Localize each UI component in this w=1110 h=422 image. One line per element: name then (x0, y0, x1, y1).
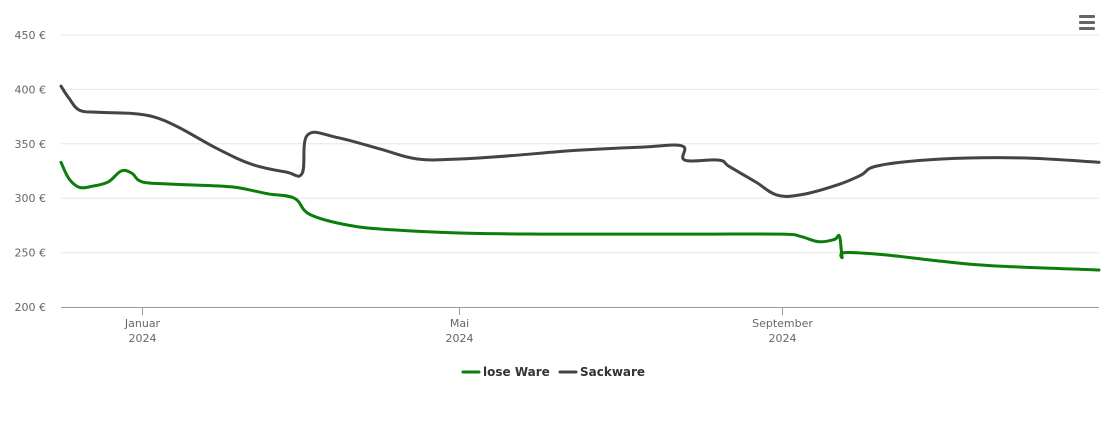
y-tick-label-250: 250 € (15, 247, 47, 260)
x-tick-label-year-0: 2024 (129, 332, 157, 345)
x-tick-label-month-2: September (752, 317, 813, 330)
series-lines (59, 84, 1101, 272)
y-tick-label-450: 450 € (15, 29, 47, 42)
y-tick-label-300: 300 € (15, 192, 47, 205)
legend-label-1: Sackware (580, 365, 645, 379)
y-tick-label-400: 400 € (15, 83, 47, 96)
legend[interactable]: lose Ware Sackware (461, 365, 645, 379)
hamburger-icon-bar (1079, 20, 1095, 24)
hamburger-icon-bar (1079, 26, 1095, 30)
legend-label-0: lose Ware (483, 365, 550, 379)
hamburger-icon-bar (1079, 14, 1095, 18)
chart-menu-button[interactable] (1072, 8, 1102, 36)
x-tick-label-month-0: Januar (124, 317, 161, 330)
series-line-1[interactable] (59, 84, 1101, 198)
legend-item-1[interactable]: Sackware (558, 365, 645, 379)
x-tick-label-year-1: 2024 (446, 332, 474, 345)
y-axis-labels: 200 € 250 € 300 € 350 € 400 € 450 € (15, 29, 47, 314)
series-line-0[interactable] (59, 160, 1101, 272)
x-tick-label-month-1: Mai (450, 317, 469, 330)
grid-lines (61, 34, 1099, 254)
x-tick-label-year-2: 2024 (769, 332, 797, 345)
legend-item-0[interactable]: lose Ware (461, 365, 550, 379)
y-tick-label-200: 200 € (15, 301, 47, 314)
y-tick-label-350: 350 € (15, 138, 47, 151)
x-axis: Januar 2024 Mai 2024 September 2024 (61, 307, 1099, 345)
